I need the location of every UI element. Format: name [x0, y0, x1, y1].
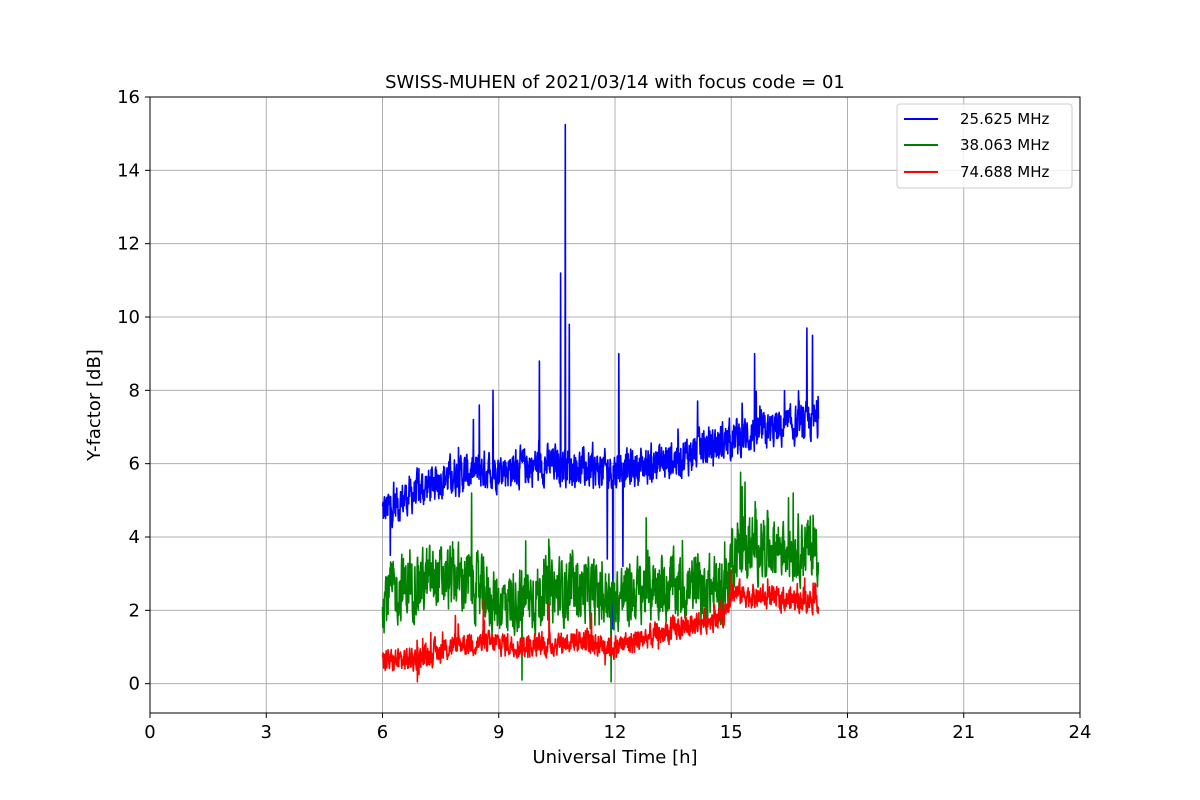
y-tick-label: 2: [129, 600, 140, 621]
x-tick-label: 24: [1069, 722, 1092, 743]
y-axis-label: Y-factor [dB]: [84, 349, 105, 462]
x-tick-label: 6: [377, 722, 388, 743]
x-tick-label: 12: [604, 722, 627, 743]
legend-box: [896, 103, 1073, 189]
x-tick-label: 18: [836, 722, 859, 743]
y-tick-label: 16: [117, 87, 140, 108]
legend-label-0: 25.625 MHz: [960, 110, 1049, 128]
x-axis-label: Universal Time [h]: [532, 747, 697, 768]
x-tick-label: 0: [144, 722, 155, 743]
y-tick-label: 8: [129, 380, 140, 401]
y-tick-label: 12: [117, 234, 140, 255]
series-line-0: [381, 123, 820, 630]
y-tick-label: 14: [117, 160, 140, 181]
y-tick-label: 0: [129, 674, 140, 695]
legend-label-1: 38.063 MHz: [960, 136, 1049, 154]
y-tick-label: 6: [129, 454, 140, 475]
series-line-1: [381, 471, 820, 683]
x-tick-label: 3: [261, 722, 272, 743]
x-tick-label: 21: [952, 722, 975, 743]
grid-layer: [149, 96, 1081, 713]
x-tick-label: 9: [493, 722, 504, 743]
series-layer: [381, 123, 820, 683]
legend: 25.625 MHz 38.063 MHz 74.688 MHz: [896, 103, 1073, 189]
series-line-2: [381, 569, 820, 683]
y-tick-label: 10: [117, 307, 140, 328]
x-tick-label: 15: [720, 722, 743, 743]
y-tick-label: 4: [129, 527, 140, 548]
chart-title: SWISS-MUHEN of 2021/03/14 with focus cod…: [385, 72, 845, 93]
legend-label-2: 74.688 MHz: [960, 163, 1049, 181]
